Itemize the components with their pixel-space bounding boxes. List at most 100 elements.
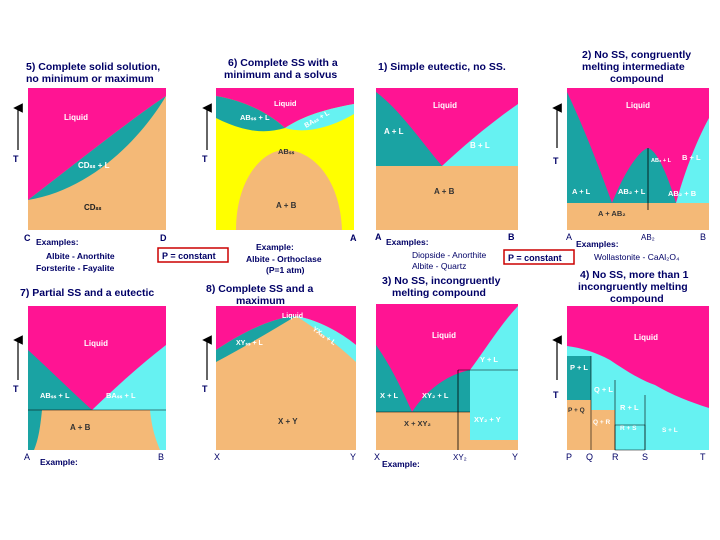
panel2-b-l-label: B + L — [682, 153, 701, 162]
panel1-b-l-region — [442, 104, 518, 166]
panel7-ba-l-region — [92, 345, 166, 410]
panel1-liquid-label: Liquid — [433, 101, 457, 110]
panel4-title-line2: incongruently melting — [578, 281, 688, 293]
panel7-title: 7) Partial SS and a eutectic — [20, 287, 154, 299]
panel5-liquid-region — [28, 88, 166, 200]
panel1-x-right-label: B — [508, 232, 515, 242]
panel6-constant-label: P = constant — [162, 251, 216, 261]
panel5-title-line2: no minimum or maximum — [26, 73, 154, 85]
panel2-b-l-region — [676, 118, 709, 203]
panel8-liquid-region — [216, 306, 356, 350]
panel7-ba-l-label: BAₛₛ + L — [106, 391, 136, 400]
panel4-s-l-label: S + L — [662, 427, 678, 434]
panel4-p-q-label: P + Q — [568, 407, 585, 414]
panel-2-congruent-compound: 2) No SS, congruently melting intermedia… — [552, 49, 709, 262]
panel2-title-line1: 2) No SS, congruently — [582, 49, 691, 61]
panel-7-partial-ss-eutectic: 7) Partial SS and a eutectic Liquid ABₛₛ… — [13, 287, 166, 467]
panel2-liquid-label: Liquid — [626, 101, 650, 110]
panel6-solvus-region — [236, 150, 342, 230]
panel2-example-1: Wollastonite - CaAl₂O₄ — [594, 252, 680, 262]
panel2-title-line2: melting intermediate — [582, 61, 685, 73]
panel7-example-heading: Example: — [40, 457, 78, 467]
panel7-a-b-label: A + B — [70, 423, 91, 432]
panel2-ab2-l-label: AB₂ + L — [618, 187, 646, 196]
panel5-title-line1: 5) Complete solid solution, — [26, 61, 160, 73]
panel6-x-right-label: A — [350, 233, 357, 243]
panel3-y-l-region — [470, 306, 518, 440]
panel3-xy2-l-region — [412, 370, 470, 412]
panel3-x-xy2-label: X + XY₂ — [404, 419, 431, 428]
panel1-a-l-region — [376, 92, 442, 166]
panel6-example-2: (P=1 atm) — [266, 265, 305, 275]
panel4-title-line3: compound — [610, 293, 664, 305]
panel3-x-l-region — [376, 345, 412, 412]
panel4-t-axis-label: T — [553, 390, 559, 400]
panel1-title: 1) Simple eutectic, no SS. — [378, 61, 506, 73]
panel4-p-q-region — [567, 400, 591, 450]
panel8-t-axis-label: T — [202, 384, 208, 394]
panel2-x-mid-label: AB₂ — [641, 233, 655, 242]
panel-4-multiple-incongruent: 4) No SS, more than 1 incongruently melt… — [552, 269, 709, 462]
panel2-ab2-l-region — [612, 148, 676, 203]
panel7-ab-l-region — [28, 350, 92, 410]
panel6-liquid-region — [216, 88, 354, 128]
panel4-q-r-label: Q + R — [593, 419, 610, 426]
panel1-constant-label: P = constant — [508, 253, 562, 263]
panel5-x-right-label: D — [160, 233, 167, 243]
panel6-ba-l-lens — [285, 104, 354, 131]
panel8-title-line2: maximum — [236, 295, 285, 307]
panel1-example-2: Albite - Quartz — [412, 261, 466, 271]
panel8-x-left-label: X — [214, 452, 220, 462]
panel5-example-2: Forsterite - Fayalite — [36, 263, 115, 273]
panel2-ab2-b-label: AB₂ + B — [668, 189, 697, 198]
panel6-example-heading: Example: — [256, 242, 294, 252]
panel7-t-axis-label: T — [13, 384, 19, 394]
panel1-a-l-label: A + L — [384, 127, 404, 136]
panel2-ab2-l-small-label: AB₂ + L — [651, 158, 672, 164]
panel2-examples-heading: Examples: — [576, 239, 619, 249]
panel3-y-l-label: Y + L — [480, 355, 498, 364]
panel5-examples-heading: Examples: — [36, 237, 79, 247]
panel7-x-right-label: B — [158, 452, 164, 462]
panel4-x-q-label: Q — [586, 452, 593, 462]
panel6-constant-box — [157, 247, 229, 263]
panel-1-simple-eutectic: 1) Simple eutectic, no SS. Liquid A + L … — [375, 61, 575, 271]
panel-5-complete-solid-solution: 5) Complete solid solution, no minimum o… — [13, 61, 167, 273]
panel5-two-phase-lens — [28, 96, 166, 200]
panel2-a-ab2-label: A + AB₂ — [598, 209, 626, 218]
panel3-x-l-label: X + L — [380, 391, 399, 400]
panel6-ab-l-label: ABₛₛ + L — [240, 113, 270, 122]
panel3-title-line1: 3) No SS, incongruently — [382, 275, 501, 287]
panel8-liquid-label: Liquid — [282, 313, 303, 320]
panel4-q-r-region — [591, 410, 615, 450]
panel7-b-ss-region — [150, 410, 166, 450]
panel3-xy2-l-label: XY₂ + L — [422, 391, 449, 400]
panel6-title-line1: 6) Complete SS with a — [228, 57, 338, 69]
panel8-x-y-label: X + Y — [278, 417, 298, 426]
panel4-q-l-label: Q + L — [594, 385, 613, 394]
panel3-title-line2: melting compound — [392, 287, 486, 299]
panel4-liquid-label: Liquid — [634, 333, 658, 342]
panel4-x-t-label: T — [700, 452, 706, 462]
panel1-x-left-label: A — [375, 232, 382, 242]
panel-8-complete-ss-maximum: 8) Complete SS and a maximum Liquid XYₛₛ… — [202, 283, 356, 462]
panel5-two-phase-label: CDₛₛ + L — [78, 161, 110, 170]
panel4-r-s-label: R + S — [620, 425, 637, 432]
panel7-a-ss-region — [28, 410, 42, 450]
panel3-liquid-label: Liquid — [432, 331, 456, 340]
panel2-a-l-region — [567, 92, 612, 203]
panel6-ab-l-lens — [216, 96, 285, 132]
panel7-x-left-label: A — [24, 452, 30, 462]
panel2-x-left-label: A — [566, 232, 572, 242]
panel7-ab-l-label: ABₛₛ + L — [40, 391, 70, 400]
panel4-p-l-label: P + L — [570, 363, 588, 372]
panel1-a-b-label: A + B — [434, 187, 455, 196]
panel4-liquid-region — [567, 306, 709, 408]
panel1-examples-heading: Examples: — [386, 237, 429, 247]
panel3-x-right-label: Y — [512, 452, 518, 462]
panel6-abss-label: ABₛₛ — [278, 147, 295, 156]
panel3-x-mid-label: XY₂ — [453, 453, 467, 462]
panel5-x-left-label: C — [24, 233, 31, 243]
panel2-a-l-label: A + L — [572, 187, 591, 196]
